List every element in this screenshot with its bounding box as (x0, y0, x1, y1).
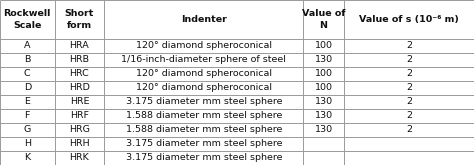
Text: 2: 2 (406, 83, 412, 92)
Text: C: C (24, 69, 30, 78)
Text: HRF: HRF (70, 111, 89, 120)
Text: Indenter: Indenter (181, 15, 227, 24)
Text: 2: 2 (406, 41, 412, 50)
Text: Value of s (10⁻⁶ m): Value of s (10⁻⁶ m) (359, 15, 459, 24)
Text: H: H (24, 139, 31, 148)
Text: A: A (24, 41, 30, 50)
Text: 120° diamond spheroconical: 120° diamond spheroconical (136, 69, 272, 78)
Text: E: E (24, 97, 30, 106)
Text: 130: 130 (314, 125, 333, 134)
Text: 3.175 diameter mm steel sphere: 3.175 diameter mm steel sphere (126, 139, 282, 148)
Text: 3.175 diameter mm steel sphere: 3.175 diameter mm steel sphere (126, 153, 282, 163)
Text: 2: 2 (406, 97, 412, 106)
Text: 100: 100 (315, 69, 332, 78)
Text: 2: 2 (406, 55, 412, 64)
Text: HRC: HRC (70, 69, 89, 78)
Text: 1.588 diameter mm steel sphere: 1.588 diameter mm steel sphere (126, 125, 282, 134)
Text: B: B (24, 55, 30, 64)
Text: HRD: HRD (69, 83, 90, 92)
Text: Value of
N: Value of N (302, 9, 345, 30)
Text: 130: 130 (314, 111, 333, 120)
Text: 120° diamond spheroconical: 120° diamond spheroconical (136, 83, 272, 92)
Text: HRB: HRB (69, 55, 90, 64)
Text: HRH: HRH (69, 139, 90, 148)
Text: 120° diamond spheroconical: 120° diamond spheroconical (136, 41, 272, 50)
Text: HRK: HRK (70, 153, 89, 163)
Text: F: F (25, 111, 30, 120)
Text: HRA: HRA (70, 41, 89, 50)
Text: 2: 2 (406, 125, 412, 134)
Text: 100: 100 (315, 41, 332, 50)
Text: D: D (24, 83, 31, 92)
Text: 130: 130 (314, 97, 333, 106)
Text: 100: 100 (315, 83, 332, 92)
Text: G: G (24, 125, 31, 134)
Text: Rockwell
Scale: Rockwell Scale (4, 9, 51, 30)
Text: 3.175 diameter mm steel sphere: 3.175 diameter mm steel sphere (126, 97, 282, 106)
Text: HRE: HRE (70, 97, 89, 106)
Text: 2: 2 (406, 111, 412, 120)
Text: K: K (24, 153, 30, 163)
Text: 2: 2 (406, 69, 412, 78)
Text: 1.588 diameter mm steel sphere: 1.588 diameter mm steel sphere (126, 111, 282, 120)
Text: HRG: HRG (69, 125, 90, 134)
Text: Short
form: Short form (65, 9, 94, 30)
Text: 1/16-inch-diameter sphere of steel: 1/16-inch-diameter sphere of steel (121, 55, 286, 64)
Text: 130: 130 (314, 55, 333, 64)
